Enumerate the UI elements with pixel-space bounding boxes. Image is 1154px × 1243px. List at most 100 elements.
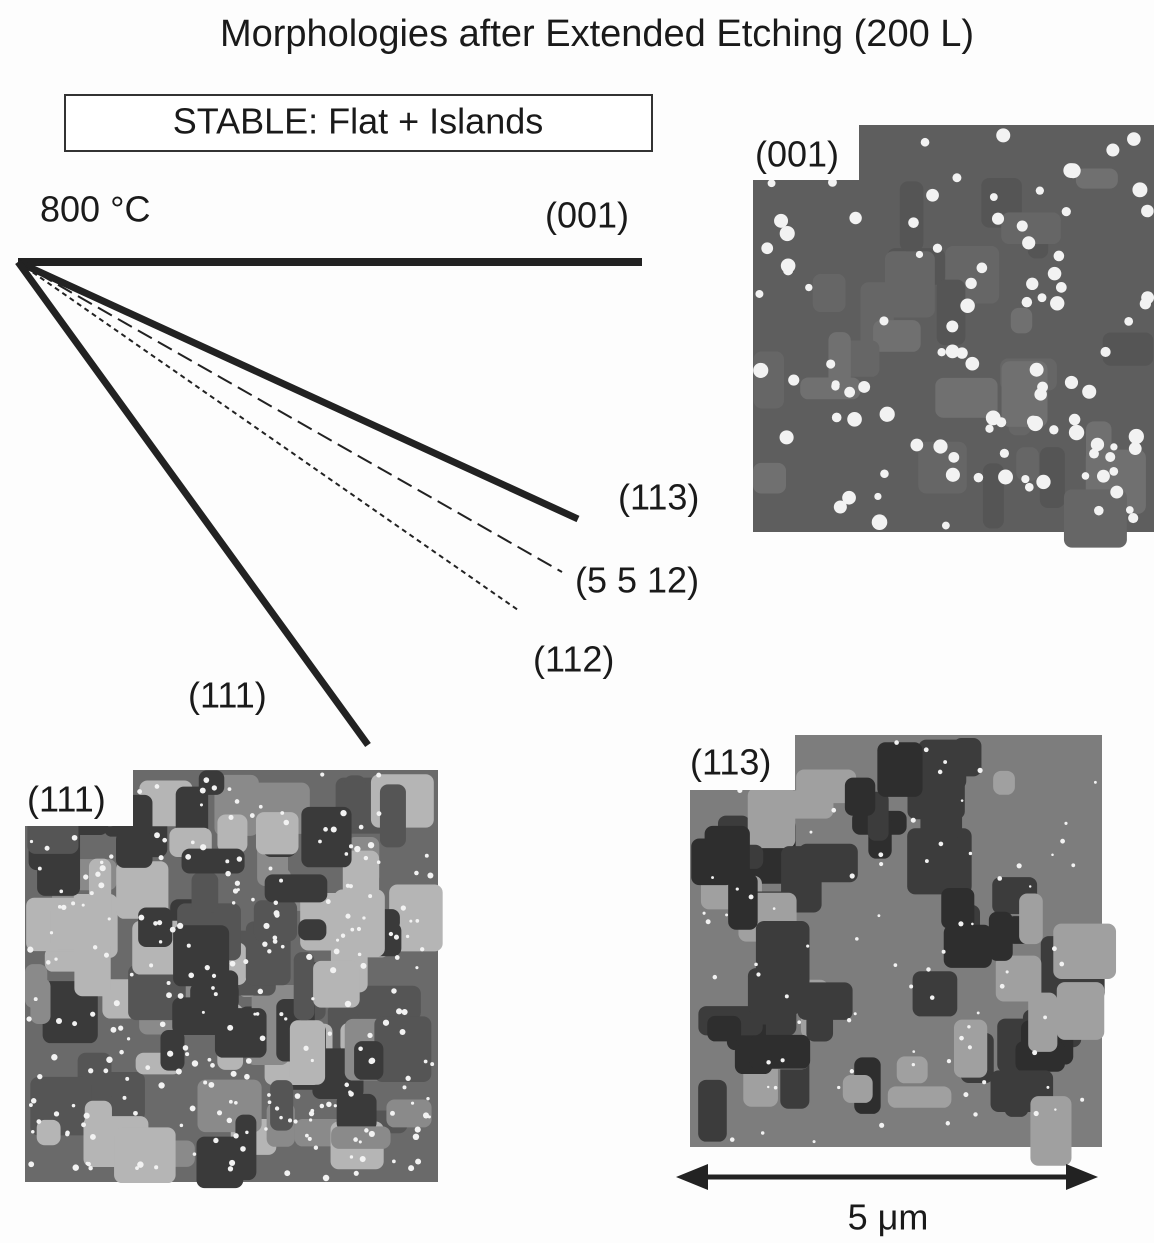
island [911, 818, 916, 823]
island [415, 1159, 421, 1165]
scale-label: 5 μm [848, 1197, 929, 1238]
island [256, 1012, 260, 1016]
island [211, 986, 215, 990]
temperature: 800 °C [40, 189, 150, 230]
island [154, 832, 160, 838]
island [872, 514, 888, 530]
texture-patch [265, 874, 328, 902]
island [1094, 506, 1104, 516]
island [27, 947, 33, 953]
island [268, 1100, 272, 1104]
island [230, 961, 236, 967]
island [269, 867, 273, 871]
island [29, 1103, 33, 1107]
island [948, 452, 959, 463]
direction-label: (001) [545, 195, 629, 236]
island [415, 1127, 421, 1133]
island [1069, 425, 1084, 440]
island [188, 972, 194, 978]
island [145, 1065, 150, 1070]
island [280, 811, 284, 815]
island [166, 992, 172, 998]
island [213, 1138, 218, 1143]
island [350, 1155, 353, 1158]
island [273, 939, 278, 944]
island [847, 412, 862, 427]
island [149, 963, 153, 967]
island [409, 920, 412, 923]
figure: Morphologies after Extended Etching (200… [0, 0, 1154, 1243]
island [309, 1118, 312, 1121]
texture-patch [217, 814, 247, 852]
island [359, 1140, 362, 1143]
island [336, 939, 339, 942]
island [430, 1062, 434, 1066]
island [978, 768, 983, 773]
island [130, 973, 134, 977]
island [205, 965, 210, 970]
island [713, 975, 717, 979]
island [996, 128, 1010, 142]
texture-patch [294, 952, 315, 1020]
texture-patch [937, 280, 966, 345]
island [749, 894, 754, 899]
island [956, 347, 967, 358]
island [178, 993, 184, 999]
island [1030, 363, 1044, 377]
island [275, 1106, 279, 1110]
island [850, 1069, 854, 1073]
island [244, 1074, 250, 1080]
island [267, 949, 271, 953]
island [1097, 470, 1110, 483]
island [1065, 376, 1078, 389]
island [1110, 486, 1123, 499]
island [420, 947, 424, 951]
island [396, 1008, 402, 1014]
island [138, 915, 144, 921]
texture-patch [749, 1035, 810, 1069]
island [176, 1069, 182, 1075]
island [360, 963, 366, 969]
island [813, 1140, 816, 1143]
island [1054, 251, 1065, 262]
texture-patch [728, 874, 757, 930]
island [963, 1092, 968, 1097]
island [54, 1111, 59, 1116]
texture-patch [313, 961, 360, 1008]
island [402, 1009, 408, 1015]
island [279, 1116, 283, 1120]
island [774, 1086, 778, 1090]
texture-patch [270, 1080, 293, 1131]
island [210, 1063, 215, 1068]
island [977, 263, 988, 274]
island [362, 916, 365, 919]
island [968, 1045, 972, 1049]
island [1140, 298, 1151, 309]
texture-patch [298, 919, 326, 940]
island [212, 974, 216, 978]
island [965, 278, 976, 289]
island [767, 1086, 769, 1088]
island [36, 1119, 41, 1124]
island [192, 1060, 198, 1066]
texture-patch [25, 964, 47, 1008]
island [274, 900, 278, 904]
island [926, 967, 930, 971]
texture-patch [1057, 982, 1104, 1040]
texture-patch [913, 971, 958, 1016]
island [1034, 1111, 1039, 1116]
island [946, 320, 958, 332]
island [736, 887, 739, 890]
afm-image-001: (001) [753, 125, 1154, 548]
island [193, 1152, 197, 1156]
texture-patch [290, 1020, 325, 1084]
island [259, 805, 263, 809]
island [125, 1077, 129, 1081]
island [756, 972, 760, 976]
island [858, 381, 870, 393]
island [229, 815, 234, 820]
island [31, 1130, 34, 1133]
texture-patch [935, 378, 997, 418]
island [1000, 449, 1009, 458]
island [390, 1111, 395, 1116]
